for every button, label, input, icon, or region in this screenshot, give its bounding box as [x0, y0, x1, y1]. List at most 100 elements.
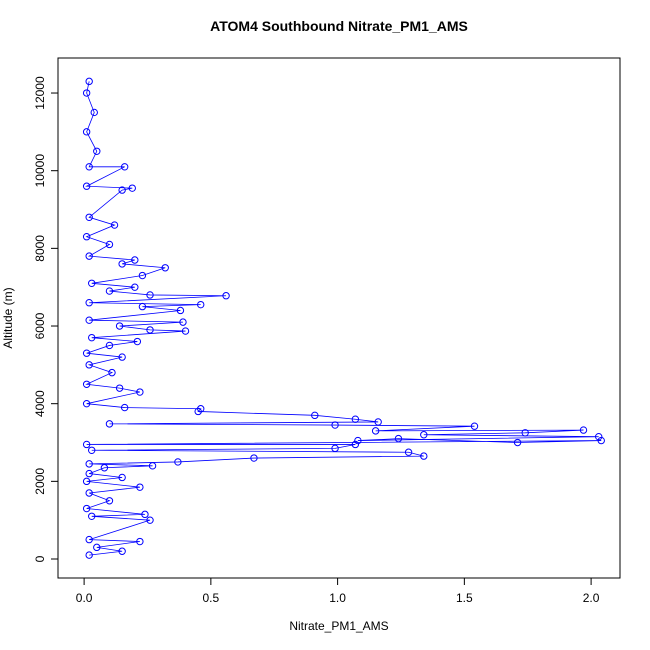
- data-point: [82, 380, 91, 388]
- y-axis-label: Altitude (m): [1, 287, 15, 348]
- x-tick-label: 1.0: [329, 591, 346, 605]
- y-tick-label: 4000: [33, 390, 47, 417]
- y-tick-label: 8000: [33, 235, 47, 262]
- data-point: [138, 271, 147, 280]
- data-point: [470, 422, 479, 430]
- data-point: [88, 446, 96, 454]
- data-point: [250, 454, 258, 462]
- data-point: [108, 368, 116, 377]
- data-point: [179, 318, 187, 326]
- data-point: [136, 388, 144, 396]
- data-point: [174, 458, 182, 466]
- y-tick-label: 10000: [33, 154, 47, 188]
- data-point: [118, 353, 126, 361]
- data-point: [394, 434, 403, 443]
- data-point: [88, 279, 96, 288]
- data-point: [85, 299, 93, 307]
- data-point: [146, 326, 154, 334]
- data-point: [82, 233, 91, 241]
- x-tick-label: 0.5: [203, 591, 220, 605]
- y-tick-label: 6000: [33, 312, 47, 339]
- data-point: [197, 405, 205, 413]
- data-point: [513, 438, 522, 447]
- data-point: [82, 89, 91, 97]
- data-point: [351, 440, 360, 449]
- data-point: [85, 469, 93, 478]
- data-point: [85, 163, 93, 171]
- data-point: [88, 512, 96, 520]
- data-point: [93, 147, 101, 155]
- data-point: [120, 163, 129, 171]
- x-axis-label: Nitrate_PM1_AMS: [289, 619, 388, 633]
- data-point: [85, 252, 93, 260]
- data-point: [100, 464, 109, 472]
- data-point: [371, 427, 380, 435]
- data-point: [93, 543, 101, 552]
- data-point: [597, 436, 605, 445]
- data-point: [404, 448, 413, 456]
- data-point: [138, 302, 147, 311]
- data-point: [133, 337, 142, 346]
- data-point: [136, 483, 144, 491]
- data-point: [85, 213, 93, 221]
- data-point: [374, 418, 382, 426]
- data-point: [85, 551, 93, 559]
- data-point: [82, 399, 91, 408]
- data-point: [197, 300, 205, 309]
- data-point: [82, 349, 91, 357]
- data-point: [118, 260, 126, 268]
- data-point: [579, 426, 588, 434]
- data-point: [115, 384, 124, 392]
- data-point: [120, 403, 129, 412]
- data-point: [105, 497, 114, 505]
- data-point: [176, 306, 185, 315]
- data-point: [521, 429, 529, 437]
- data-point: [595, 432, 603, 441]
- data-point: [131, 256, 139, 264]
- data-point: [105, 420, 114, 428]
- data-point: [82, 440, 91, 449]
- data-point: [331, 421, 339, 429]
- data-point: [128, 184, 136, 192]
- data-point: [311, 411, 319, 420]
- data-point: [110, 221, 119, 229]
- data-point: [85, 460, 93, 468]
- x-tick-label: 2.0: [583, 591, 600, 605]
- data-point: [131, 283, 139, 291]
- data-line: [85, 81, 602, 556]
- data-point: [118, 186, 126, 194]
- data-point: [85, 316, 93, 324]
- data-point: [82, 128, 91, 136]
- data-point: [82, 182, 91, 190]
- data-point: [82, 504, 91, 513]
- data-point: [136, 537, 144, 546]
- data-point: [85, 489, 93, 497]
- data-point: [146, 516, 154, 524]
- data-point: [85, 361, 93, 369]
- data-point: [85, 535, 93, 544]
- data-point: [105, 341, 114, 350]
- data-point: [354, 436, 362, 445]
- data-point: [146, 291, 154, 299]
- data-point: [351, 415, 360, 423]
- data-point: [85, 77, 93, 86]
- data-point: [115, 322, 124, 330]
- data-point: [118, 547, 126, 555]
- data-point: [181, 327, 190, 335]
- y-tick-label: 12000: [33, 76, 47, 110]
- chart-title: ATOM4 Southbound Nitrate_PM1_AMS: [210, 18, 468, 34]
- data-point: [105, 287, 114, 295]
- data-point: [88, 333, 96, 342]
- x-tick-label: 1.5: [456, 591, 473, 605]
- data-point: [331, 444, 339, 453]
- data-point: [161, 264, 169, 272]
- data-point: [222, 292, 230, 300]
- x-tick-label: 0.0: [76, 591, 93, 605]
- data-point: [148, 462, 157, 470]
- data-point: [420, 431, 428, 439]
- data-point: [105, 240, 114, 249]
- data-point: [82, 477, 91, 486]
- y-tick-label: 2000: [33, 468, 47, 495]
- data-point: [118, 473, 126, 482]
